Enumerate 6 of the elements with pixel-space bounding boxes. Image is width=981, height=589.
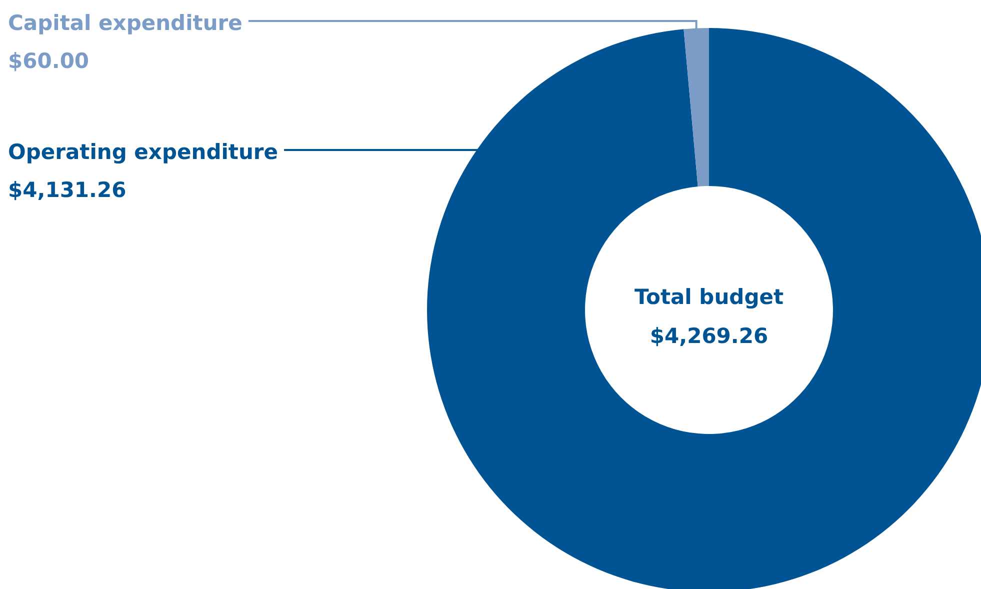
text: $4,269.26 xyxy=(650,324,768,348)
slice-label: Operating expenditure xyxy=(8,140,278,164)
slice-label: Capital expenditure xyxy=(8,11,242,35)
text: Total budget xyxy=(634,285,784,309)
data-label: $60.00 xyxy=(8,49,90,73)
data-label: $4,131.26 xyxy=(8,178,126,202)
